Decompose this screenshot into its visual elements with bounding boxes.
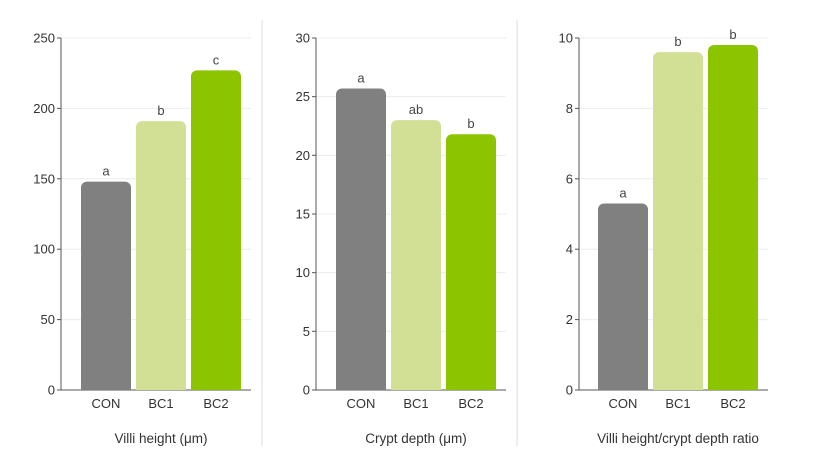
category-label-2-bc1: BC1 xyxy=(665,396,690,411)
bar-base-0-bc2 xyxy=(191,382,241,390)
y-tick-label-1-0: 0 xyxy=(303,383,310,398)
bar-base-0-con xyxy=(81,382,131,390)
category-label-0-bc1: BC1 xyxy=(148,396,173,411)
category-label-1-bc2: BC2 xyxy=(458,396,483,411)
bar-base-1-con xyxy=(336,382,386,390)
x-axis-title-0: Villi height (μm) xyxy=(114,431,207,446)
y-tick-label-0-0: 0 xyxy=(48,383,55,398)
data-label-1-bc1: ab xyxy=(409,102,423,117)
y-tick-label-1-2: 10 xyxy=(296,265,310,280)
x-axis-title-2: Villi height/crypt depth ratio xyxy=(597,431,759,446)
bar-2-con xyxy=(598,203,648,390)
bar-1-bc1 xyxy=(391,120,441,390)
y-tick-label-1-6: 30 xyxy=(296,31,310,46)
bar-0-con xyxy=(81,181,131,390)
y-tick-label-1-4: 20 xyxy=(296,148,310,163)
category-label-1-bc1: BC1 xyxy=(403,396,428,411)
y-tick-label-0-3: 150 xyxy=(33,171,55,186)
bar-base-2-con xyxy=(598,382,648,390)
y-tick-label-2-1: 2 xyxy=(566,312,573,327)
data-label-1-con: a xyxy=(357,70,365,85)
category-label-2-con: CON xyxy=(609,396,638,411)
y-tick-label-2-0: 0 xyxy=(566,383,573,398)
category-label-0-con: CON xyxy=(92,396,121,411)
data-label-2-bc2: b xyxy=(729,27,736,42)
y-tick-label-1-3: 15 xyxy=(296,207,310,222)
y-tick-label-2-2: 4 xyxy=(566,242,573,257)
bar-2-bc2 xyxy=(708,45,758,390)
y-tick-label-0-1: 50 xyxy=(41,312,55,327)
y-tick-label-0-4: 200 xyxy=(33,101,55,116)
bar-base-1-bc2 xyxy=(446,382,496,390)
data-label-2-con: a xyxy=(619,185,627,200)
data-label-0-bc2: c xyxy=(213,52,220,67)
bar-base-1-bc1 xyxy=(391,382,441,390)
bar-base-2-bc1 xyxy=(653,382,703,390)
y-tick-label-0-5: 250 xyxy=(33,31,55,46)
category-label-1-con: CON xyxy=(347,396,376,411)
y-tick-label-2-3: 6 xyxy=(566,171,573,186)
data-label-1-bc2: b xyxy=(467,116,474,131)
bar-1-con xyxy=(336,88,386,390)
y-tick-label-2-4: 8 xyxy=(566,101,573,116)
x-axis-title-1: Crypt depth (μm) xyxy=(365,431,467,446)
category-label-2-bc2: BC2 xyxy=(720,396,745,411)
y-tick-label-1-1: 5 xyxy=(303,324,310,339)
bar-2-bc1 xyxy=(653,52,703,390)
data-label-0-con: a xyxy=(102,164,110,179)
bar-base-0-bc1 xyxy=(136,382,186,390)
category-label-0-bc2: BC2 xyxy=(203,396,228,411)
y-tick-label-0-2: 100 xyxy=(33,242,55,257)
bar-1-bc2 xyxy=(446,134,496,390)
data-label-2-bc1: b xyxy=(674,34,681,49)
y-tick-label-1-5: 25 xyxy=(296,89,310,104)
bar-0-bc1 xyxy=(136,121,186,391)
bar-0-bc2 xyxy=(191,70,241,390)
data-label-0-bc1: b xyxy=(157,103,164,118)
y-tick-label-2-5: 10 xyxy=(559,31,573,46)
bar-base-2-bc2 xyxy=(708,382,758,390)
